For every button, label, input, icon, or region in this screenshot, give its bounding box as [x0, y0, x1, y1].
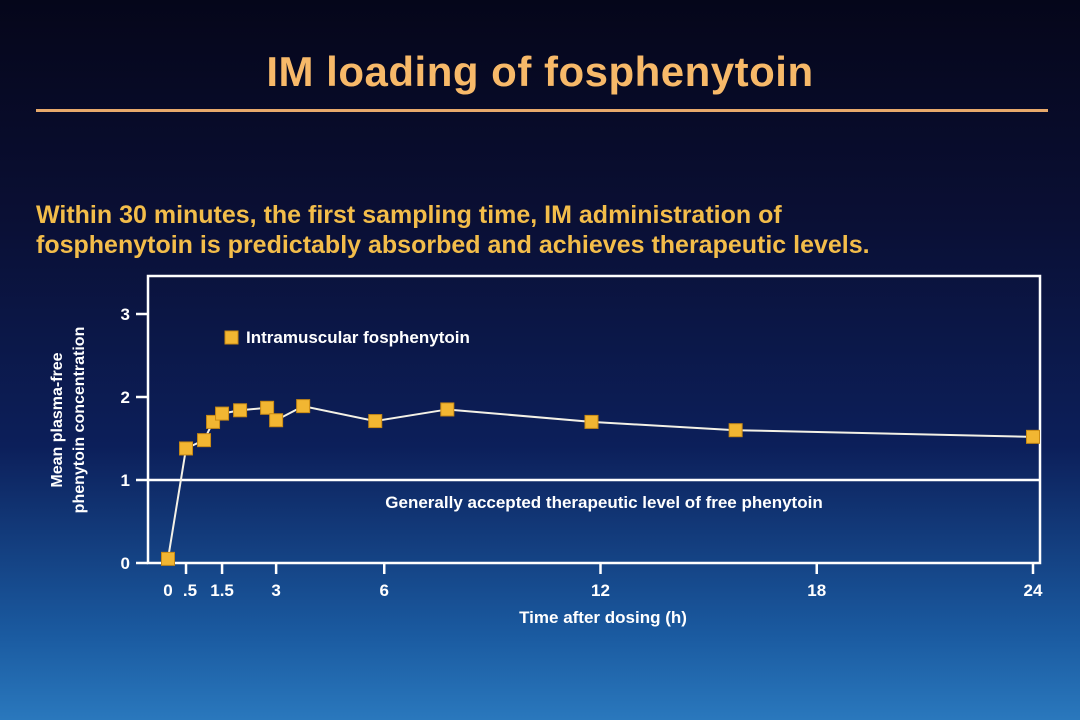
- x-tick-label: 12: [591, 581, 610, 600]
- data-point: [368, 414, 383, 429]
- data-point: [728, 423, 743, 438]
- data-point: [197, 433, 212, 448]
- data-point: [260, 400, 275, 415]
- plot-border: [146, 274, 1042, 565]
- x-tick-label: 6: [380, 581, 389, 600]
- y-tick-label: 2: [121, 388, 130, 407]
- x-tick-label: 0: [163, 581, 172, 600]
- y-tick-label: 3: [121, 305, 130, 324]
- series-line: [167, 405, 1034, 560]
- y-tick-label: 0: [121, 554, 130, 573]
- data-point: [269, 413, 284, 428]
- data-point: [179, 441, 194, 456]
- slide-title: IM loading of fosphenytoin: [266, 48, 814, 95]
- plot-frame: [146, 274, 1042, 565]
- title-divider: [36, 109, 1048, 112]
- data-point: [233, 403, 248, 418]
- therapeutic-reference-line: Generally accepted therapeutic level of …: [148, 478, 1040, 512]
- data-point: [584, 414, 599, 429]
- data-point: [440, 402, 455, 417]
- x-tick-label: 1.5: [210, 581, 234, 600]
- y-axis-title-line: phenytoin concentration: [71, 327, 88, 514]
- series-intramuscular-fosphenytoin: [161, 399, 1040, 566]
- legend: Intramuscular fosphenytoin: [224, 328, 470, 347]
- x-tick-label: 3: [271, 581, 280, 600]
- legend-label: Intramuscular fosphenytoin: [246, 328, 470, 347]
- y-axis-title-group: Mean plasma-free phenytoin concentration: [49, 327, 88, 514]
- data-point: [1026, 429, 1040, 444]
- y-axis: 0 1 2 3: [121, 305, 148, 573]
- slide-subtitle: Within 30 minutes, the first sampling ti…: [36, 200, 1066, 260]
- x-axis-title: Time after dosing (h): [519, 608, 687, 627]
- x-tick-label: 24: [1024, 581, 1043, 600]
- y-axis-title: Mean plasma-free phenytoin concentration: [49, 327, 88, 514]
- data-point: [215, 406, 230, 421]
- x-axis: 0 .5 1.5 3 6 12 18 24: [163, 563, 1043, 600]
- data-point: [161, 551, 175, 566]
- y-tick-label: 1: [121, 471, 130, 490]
- reference-line-label: Generally accepted therapeutic level of …: [385, 493, 822, 512]
- data-point: [296, 399, 311, 414]
- x-tick-label: .5: [183, 581, 197, 600]
- legend-marker: [224, 330, 239, 345]
- x-tick-label: 18: [807, 581, 826, 600]
- y-axis-title-line: Mean plasma-free: [49, 352, 66, 487]
- subtitle-line-1: Within 30 minutes, the first sampling ti…: [36, 201, 782, 229]
- subtitle-line-2: fosphenytoin is predictably absorbed and…: [36, 231, 870, 259]
